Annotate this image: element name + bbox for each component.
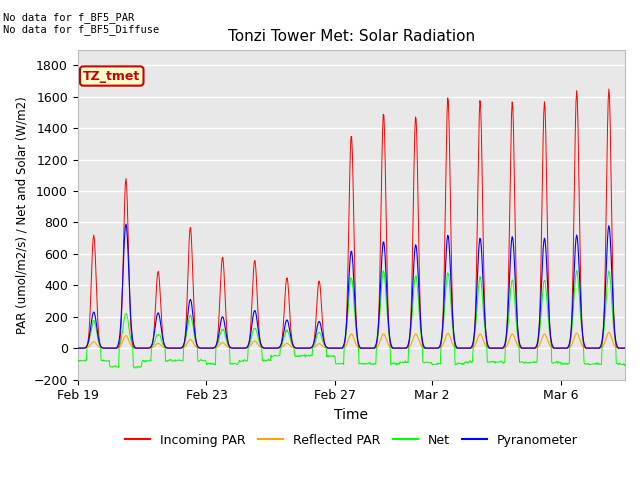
Text: No data for f_BF5_PAR
No data for f_BF5_Diffuse: No data for f_BF5_PAR No data for f_BF5_… xyxy=(3,12,159,36)
Text: TZ_tmet: TZ_tmet xyxy=(83,70,140,83)
Title: Tonzi Tower Met: Solar Radiation: Tonzi Tower Met: Solar Radiation xyxy=(228,29,475,44)
X-axis label: Time: Time xyxy=(334,408,369,422)
Legend: Incoming PAR, Reflected PAR, Net, Pyranometer: Incoming PAR, Reflected PAR, Net, Pyrano… xyxy=(120,429,583,452)
Y-axis label: PAR (umol/m2/s) / Net and Solar (W/m2): PAR (umol/m2/s) / Net and Solar (W/m2) xyxy=(15,96,28,334)
